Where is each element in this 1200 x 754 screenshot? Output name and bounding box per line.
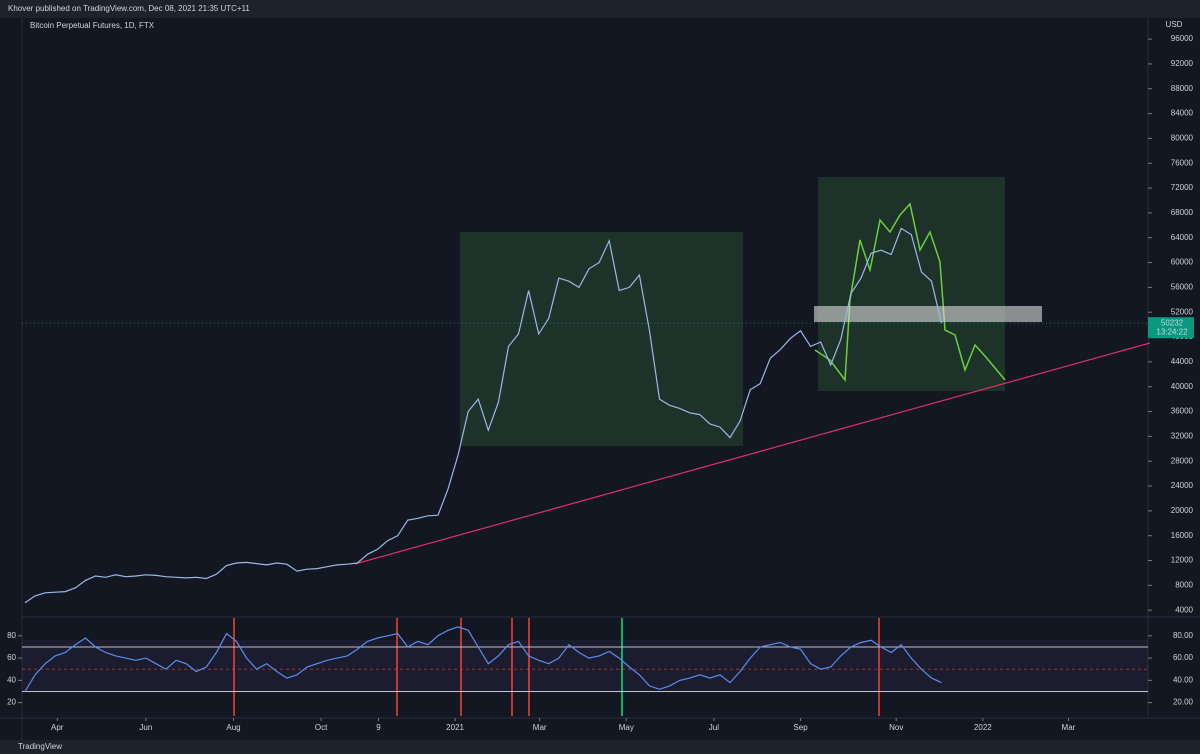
x-tick-label: 2021 [446,723,464,732]
last-price-label: 50232 [1161,318,1184,327]
footer-brand: TradingView [18,742,62,751]
rsi-band [22,640,1148,693]
y-tick-label: 72000 [1171,183,1194,192]
fractal-overlay [814,202,1006,383]
y-tick-label: 60000 [1171,258,1194,267]
y-tick-label: 80 [7,631,16,640]
left-toolbar [0,18,22,740]
y2-tick-label: 40.00 [1173,675,1194,684]
x-tick-label: Jul [709,723,719,732]
x-tick-label: Apr [51,723,64,732]
y2-tick-label: 80.00 [1173,631,1194,640]
y-tick-label: 64000 [1171,233,1194,242]
resistance-zone [814,306,1042,322]
y-tick-label: 56000 [1171,283,1194,292]
x-tick-label: Aug [226,723,240,732]
publish-info: Khover published on TradingView.com, Dec… [8,4,250,13]
top-bar [0,0,1200,18]
y-tick-label: 28000 [1171,456,1194,465]
x-tick-label: Mar [533,723,547,732]
last-price-tag [1148,317,1194,339]
y-tick-label: 40 [7,675,16,684]
y-tick-label: 8000 [1175,580,1193,589]
y-tick-label: 32000 [1171,431,1194,440]
x-tick-label: Oct [315,723,328,732]
y-tick-label: 80000 [1171,134,1194,143]
x-tick-label: May [619,723,634,732]
x-tick-label: Sep [793,723,808,732]
price-line [24,227,943,604]
range-box [460,232,743,446]
chart-title: Bitcoin Perpetual Futures, 1D, FTX [30,21,155,30]
x-tick-label: Nov [889,723,903,732]
y-tick-label: 60 [7,653,16,662]
y2-tick-label: 60.00 [1173,653,1194,662]
x-tick-label: Jun [139,723,152,732]
countdown-label: 13:24:22 [1156,327,1188,336]
y-tick-label: 52000 [1171,307,1194,316]
y-tick-label: 68000 [1171,208,1194,217]
y-tick-label: 76000 [1171,158,1194,167]
y2-tick-label: 20.00 [1173,698,1194,707]
axis-unit: USD [1166,20,1183,29]
y-tick-label: 96000 [1171,34,1194,43]
y-tick-label: 20 [7,698,16,707]
y-tick-label: 88000 [1171,84,1194,93]
y-tick-label: 84000 [1171,109,1194,118]
price-line [24,626,942,692]
x-tick-label: 9 [376,723,381,732]
y-tick-label: 40000 [1171,382,1194,391]
y-tick-label: 20000 [1171,506,1194,515]
y-tick-label: 16000 [1171,531,1194,540]
x-tick-label: Mar [1062,723,1076,732]
y-tick-label: 36000 [1171,407,1194,416]
footer-bar [0,740,1200,754]
y-tick-label: 44000 [1171,357,1194,366]
y-tick-label: 4000 [1175,605,1193,614]
y-tick-label: 92000 [1171,59,1194,68]
y-tick-label: 12000 [1171,556,1194,565]
signal-lines [233,618,880,716]
trend-line [354,342,1151,565]
x-tick-label: 2022 [974,723,992,732]
y-tick-label: 24000 [1171,481,1194,490]
